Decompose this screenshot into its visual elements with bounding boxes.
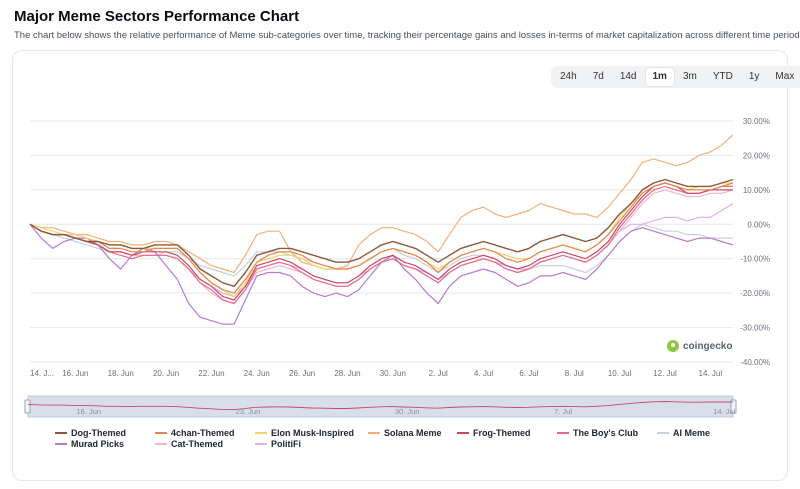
watermark-text: coingecko bbox=[683, 340, 733, 352]
legend-label: Dog-Themed bbox=[71, 428, 126, 438]
legend-swatch bbox=[55, 432, 67, 434]
legend-swatch bbox=[255, 443, 267, 445]
legend-label: AI Meme bbox=[673, 428, 711, 438]
legend-item-frog-themed[interactable]: Frog-Themed bbox=[457, 428, 531, 438]
legend-label: PolitiFi bbox=[271, 439, 301, 449]
legend-swatch bbox=[457, 432, 469, 434]
legend-item-ai-meme[interactable]: AI Meme bbox=[657, 428, 710, 438]
legend-label: The Boy's Club bbox=[573, 428, 639, 438]
legend-item-elon-musk-inspired[interactable]: Elon Musk-Inspired bbox=[255, 428, 354, 438]
page-title: Major Meme Sectors Performance Chart bbox=[14, 8, 300, 25]
legend-item-dog-themed[interactable]: Dog-Themed bbox=[55, 428, 126, 438]
legend-item-the-boy-s-club[interactable]: The Boy's Club bbox=[557, 428, 638, 438]
range-button-ytd[interactable]: YTD bbox=[712, 71, 733, 82]
legend-swatch bbox=[255, 432, 267, 434]
legend-item-cat-themed[interactable]: Cat-Themed bbox=[155, 439, 223, 449]
chart-card bbox=[12, 50, 788, 481]
legend-swatch bbox=[368, 432, 380, 434]
legend-item-solana-meme[interactable]: Solana Meme bbox=[368, 428, 442, 438]
range-button-max[interactable]: Max bbox=[775, 71, 795, 82]
legend-swatch bbox=[657, 432, 669, 434]
time-range-selector: 24h 7d 14d 1m 3m YTD 1y Max bbox=[551, 66, 800, 88]
coingecko-watermark: coingecko bbox=[667, 340, 732, 352]
coingecko-logo-icon bbox=[667, 340, 679, 352]
legend-label: Frog-Themed bbox=[473, 428, 531, 438]
range-button-3m[interactable]: 3m bbox=[682, 71, 697, 82]
legend-item-murad-picks[interactable]: Murad Picks bbox=[55, 439, 124, 449]
legend-label: Cat-Themed bbox=[171, 439, 224, 449]
legend-label: Elon Musk-Inspired bbox=[271, 428, 355, 438]
range-button-1m[interactable]: 1m bbox=[645, 68, 674, 86]
range-button-24h[interactable]: 24h bbox=[560, 71, 577, 82]
legend-swatch bbox=[557, 432, 569, 434]
legend-swatch bbox=[155, 443, 167, 445]
page-subtitle: The chart below shows the relative perfo… bbox=[14, 30, 800, 41]
range-button-1y[interactable]: 1y bbox=[748, 71, 760, 82]
legend-swatch bbox=[155, 432, 167, 434]
legend-label: Solana Meme bbox=[384, 428, 442, 438]
range-button-14d[interactable]: 14d bbox=[619, 71, 637, 82]
legend-label: 4chan-Themed bbox=[171, 428, 235, 438]
legend-label: Murad Picks bbox=[71, 439, 125, 449]
legend-item-politifi[interactable]: PolitiFi bbox=[255, 439, 301, 449]
legend-item-4chan-themed[interactable]: 4chan-Themed bbox=[155, 428, 235, 438]
legend-swatch bbox=[55, 443, 67, 445]
range-button-7d[interactable]: 7d bbox=[592, 71, 604, 82]
